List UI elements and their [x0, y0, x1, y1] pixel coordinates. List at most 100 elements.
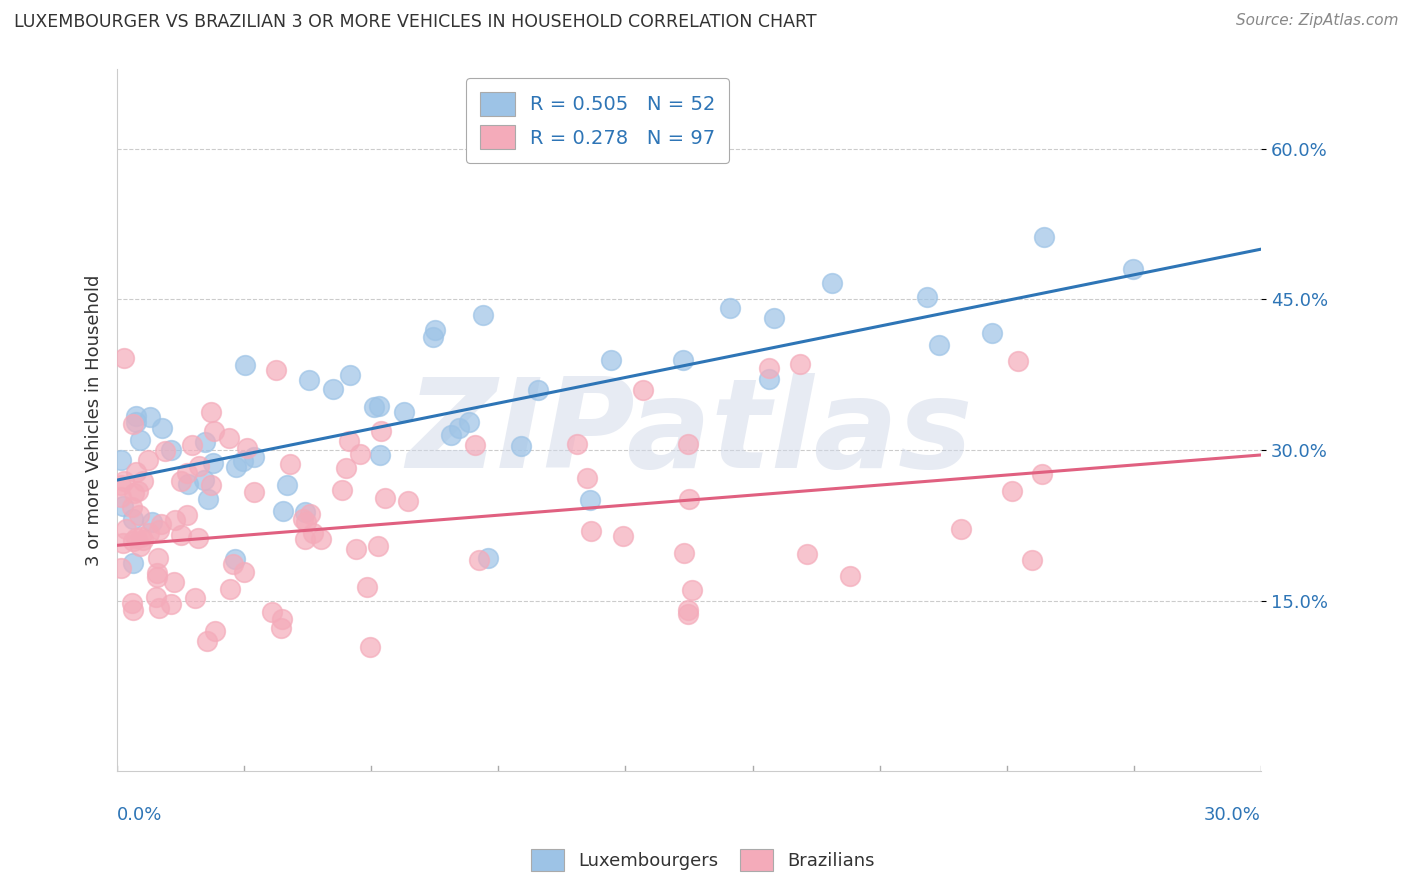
- Point: [138, 525, 160, 540]
- Point: [271, 504, 294, 518]
- Point: [758, 372, 780, 386]
- Point: [111, 536, 134, 550]
- Point: [673, 546, 696, 560]
- Point: [114, 351, 136, 365]
- Point: [188, 458, 211, 473]
- Point: [762, 310, 785, 325]
- Point: [339, 368, 361, 382]
- Point: [129, 530, 152, 544]
- Point: [509, 439, 531, 453]
- Point: [121, 602, 143, 616]
- Point: [276, 478, 298, 492]
- Point: [367, 540, 389, 554]
- Point: [1122, 262, 1144, 277]
- Point: [187, 532, 209, 546]
- Point: [225, 459, 247, 474]
- Point: [839, 568, 862, 582]
- Y-axis label: 3 or more Vehicles in Household: 3 or more Vehicles in Household: [86, 274, 103, 566]
- Point: [200, 478, 222, 492]
- Point: [170, 474, 193, 488]
- Point: [110, 561, 132, 575]
- Point: [127, 483, 149, 498]
- Point: [170, 528, 193, 542]
- Point: [122, 533, 145, 548]
- Point: [356, 580, 378, 594]
- Point: [339, 434, 361, 448]
- Point: [145, 591, 167, 605]
- Point: [1007, 354, 1029, 368]
- Point: [146, 551, 169, 566]
- Point: [468, 552, 491, 566]
- Point: [177, 476, 200, 491]
- Point: [194, 435, 217, 450]
- Point: [527, 383, 550, 397]
- Point: [176, 466, 198, 480]
- Point: [295, 515, 318, 529]
- Legend: R = 0.505   N = 52, R = 0.278   N = 97: R = 0.505 N = 52, R = 0.278 N = 97: [465, 78, 730, 162]
- Point: [150, 421, 173, 435]
- Point: [125, 531, 148, 545]
- Point: [160, 442, 183, 457]
- Point: [302, 525, 325, 540]
- Point: [163, 513, 186, 527]
- Point: [1031, 467, 1053, 481]
- Point: [271, 612, 294, 626]
- Point: [184, 591, 207, 605]
- Point: [148, 600, 170, 615]
- Legend: Luxembourgers, Brazilians: Luxembourgers, Brazilians: [524, 842, 882, 879]
- Point: [367, 399, 389, 413]
- Point: [579, 493, 602, 508]
- Point: [681, 583, 703, 598]
- Point: [471, 308, 494, 322]
- Point: [139, 409, 162, 424]
- Point: [150, 517, 173, 532]
- Point: [349, 447, 371, 461]
- Point: [579, 524, 602, 538]
- Point: [121, 500, 143, 515]
- Point: [457, 415, 479, 429]
- Point: [344, 542, 367, 557]
- Point: [132, 533, 155, 548]
- Point: [128, 508, 150, 522]
- Point: [195, 633, 218, 648]
- Point: [928, 338, 950, 352]
- Point: [197, 492, 219, 507]
- Point: [132, 475, 155, 489]
- Point: [110, 453, 132, 467]
- Point: [294, 505, 316, 519]
- Point: [232, 454, 254, 468]
- Point: [266, 362, 288, 376]
- Point: [122, 511, 145, 525]
- Point: [449, 421, 471, 435]
- Point: [299, 507, 322, 521]
- Point: [396, 493, 419, 508]
- Point: [949, 522, 972, 536]
- Point: [235, 442, 257, 456]
- Point: [1032, 229, 1054, 244]
- Point: [122, 486, 145, 500]
- Point: [136, 453, 159, 467]
- Point: [631, 384, 654, 398]
- Point: [335, 460, 357, 475]
- Point: [141, 515, 163, 529]
- Point: [204, 624, 226, 639]
- Point: [422, 330, 444, 344]
- Point: [148, 523, 170, 537]
- Point: [222, 558, 245, 572]
- Point: [322, 382, 344, 396]
- Point: [121, 417, 143, 431]
- Point: [243, 450, 266, 464]
- Point: [112, 474, 135, 488]
- Point: [224, 552, 246, 566]
- Point: [477, 550, 499, 565]
- Point: [565, 437, 588, 451]
- Text: ZIPatlas: ZIPatlas: [406, 374, 973, 494]
- Point: [202, 456, 225, 470]
- Point: [1001, 483, 1024, 498]
- Point: [110, 478, 132, 492]
- Point: [392, 405, 415, 419]
- Point: [425, 323, 447, 337]
- Text: Source: ZipAtlas.com: Source: ZipAtlas.com: [1236, 13, 1399, 29]
- Point: [981, 326, 1004, 340]
- Point: [291, 512, 314, 526]
